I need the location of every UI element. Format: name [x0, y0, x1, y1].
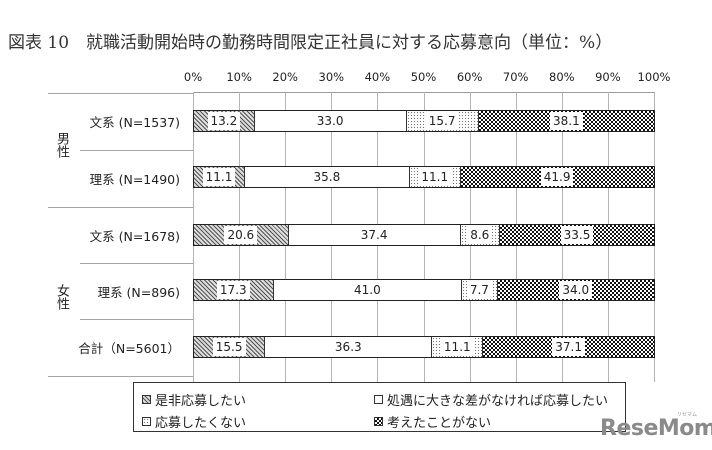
row-label-male-science: 理系 (N=1490)	[89, 172, 180, 187]
segment-value-label: 20.6	[224, 226, 258, 244]
legend-item-apply-if-no-difference: 処遇に大きな差がなければ応募したい	[374, 390, 608, 409]
segment-apply-if-no-difference: 37.4	[288, 225, 461, 245]
row-label-female-science: 理系 (N=896)	[97, 285, 180, 300]
separator-female-total	[80, 319, 193, 320]
row-label-female-humanities: 文系 (N=1678)	[89, 229, 180, 244]
segment-never-thought: 41.9	[460, 167, 654, 187]
segment-not-apply: 11.1	[409, 167, 461, 187]
segment-value-label: 37.1	[552, 338, 585, 356]
legend-label: 処遇に大きな差がなければ応募したい	[387, 394, 609, 409]
diagonal-hatch-swatch-icon	[142, 395, 151, 404]
stacked-bar: 11.1 35.8 11.1 41.9	[193, 166, 655, 188]
group-label-male: 男性	[54, 132, 69, 158]
legend-item-definitely-apply: 是非応募したい	[142, 390, 246, 409]
segment-definitely-apply: 15.5	[194, 337, 266, 357]
separator-bottom	[48, 376, 193, 377]
segment-value-label: 8.6	[467, 226, 493, 244]
segment-never-thought: 38.1	[478, 111, 654, 131]
group-label-female: 女性	[54, 284, 69, 310]
legend-label: 考えたことがない	[387, 416, 492, 431]
segment-value-label: 11.1	[418, 168, 452, 186]
resemom-logo-small-text: リセマム	[677, 412, 698, 418]
legend-item-not-apply: 応募したくない	[142, 412, 246, 431]
stacked-bar: 13.2 33.0 15.7 38.1	[193, 110, 655, 132]
separator-male-female	[48, 207, 193, 208]
segment-definitely-apply: 20.6	[194, 225, 289, 245]
segment-value-label: 37.4	[357, 226, 391, 244]
segment-apply-if-no-difference: 36.3	[265, 337, 433, 357]
segment-not-apply: 15.7	[406, 111, 479, 131]
x-tick-label: 60%	[456, 70, 483, 84]
x-tick-label: 50%	[410, 70, 437, 84]
resemom-logo: ReseMom	[600, 416, 712, 441]
x-tick-label: 40%	[364, 70, 391, 84]
x-tick-label: 20%	[272, 70, 298, 84]
stacked-bar: 15.5 36.3 11.1 37.1	[193, 336, 655, 358]
x-tick-label: 10%	[226, 70, 252, 84]
segment-value-label: 34.0	[559, 281, 593, 299]
segment-not-apply: 7.7	[462, 280, 498, 300]
x-tick-label: 0%	[183, 70, 203, 84]
segment-value-label: 33.0	[313, 112, 347, 130]
segment-value-label: 41.0	[351, 281, 384, 299]
separator-female-inner	[80, 263, 193, 264]
segment-definitely-apply: 13.2	[194, 111, 255, 131]
segment-value-label: 35.8	[310, 168, 344, 186]
segment-apply-if-no-difference: 35.8	[245, 167, 410, 187]
x-tick-label: 30%	[318, 70, 345, 84]
white-swatch-icon	[374, 395, 383, 404]
x-tick-label: 70%	[502, 70, 529, 84]
segment-value-label: 36.3	[331, 338, 365, 356]
segment-definitely-apply: 11.1	[194, 167, 246, 187]
separator-top	[48, 93, 193, 94]
segment-not-apply: 8.6	[460, 225, 501, 245]
segment-value-label: 15.5	[212, 338, 246, 356]
row-label-total: 合計（N=5601）	[78, 341, 180, 356]
legend-label: 応募したくない	[155, 416, 247, 431]
segment-never-thought: 34.0	[497, 280, 654, 300]
segment-value-label: 15.7	[425, 112, 459, 130]
segment-apply-if-no-difference: 41.0	[273, 280, 463, 300]
legend-label: 是非応募したい	[155, 394, 247, 409]
segment-never-thought: 37.1	[483, 337, 654, 357]
segment-never-thought: 33.5	[500, 225, 654, 245]
segment-value-label: 33.5	[560, 226, 594, 244]
x-tick-label: 80%	[549, 70, 575, 84]
segment-value-label: 13.2	[207, 112, 241, 130]
segment-apply-if-no-difference: 33.0	[254, 111, 407, 131]
segment-not-apply: 11.1	[432, 337, 484, 357]
stacked-bar: 20.6 37.4 8.6 33.5	[193, 224, 655, 246]
checker-swatch-icon	[374, 417, 383, 426]
separator-male-inner	[80, 150, 193, 151]
legend: 是非応募したい 処遇に大きな差がなければ応募したい 応募したくない 考えたことが…	[133, 382, 626, 432]
x-tick-label: 90%	[595, 70, 621, 84]
x-tick-label: 100%	[637, 70, 671, 84]
segment-definitely-apply: 17.3	[194, 280, 274, 300]
segment-value-label: 11.1	[202, 168, 236, 186]
dotted-swatch-icon	[142, 417, 151, 426]
segment-value-label: 11.1	[440, 338, 474, 356]
segment-value-label: 38.1	[550, 112, 583, 130]
chart-title: 図表 10 就職活動開始時の勤務時間限定正社員に対する応募意向（単位：%）	[8, 33, 613, 53]
segment-value-label: 41.9	[540, 168, 574, 186]
segment-value-label: 7.7	[466, 281, 492, 299]
stacked-bar: 17.3 41.0 7.7 34.0	[193, 279, 655, 301]
row-label-male-humanities: 文系 (N=1537)	[89, 115, 180, 130]
legend-item-never-thought: 考えたことがない	[374, 412, 491, 431]
segment-value-label: 17.3	[216, 281, 250, 299]
